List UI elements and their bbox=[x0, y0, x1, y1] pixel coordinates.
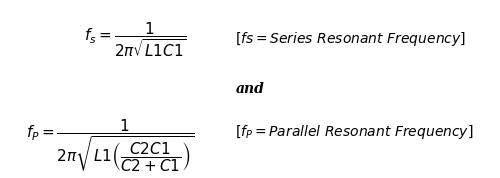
Text: and: and bbox=[236, 82, 264, 96]
Text: $[fs = Series\ Resonant\ Frequency]$: $[fs = Series\ Resonant\ Frequency]$ bbox=[235, 30, 466, 48]
Text: $f_P = \dfrac{1}{2\pi\sqrt{L1\left(\dfrac{C2C1}{C2+C1}\right)}}$: $f_P = \dfrac{1}{2\pi\sqrt{L1\left(\dfra… bbox=[26, 118, 194, 174]
Text: $[f_P = Parallel\ Resonant\ Frequency]$: $[f_P = Parallel\ Resonant\ Frequency]$ bbox=[235, 123, 474, 141]
Text: $f_s = \dfrac{1}{2\pi\sqrt{L1C1}}$: $f_s = \dfrac{1}{2\pi\sqrt{L1C1}}$ bbox=[84, 20, 186, 59]
